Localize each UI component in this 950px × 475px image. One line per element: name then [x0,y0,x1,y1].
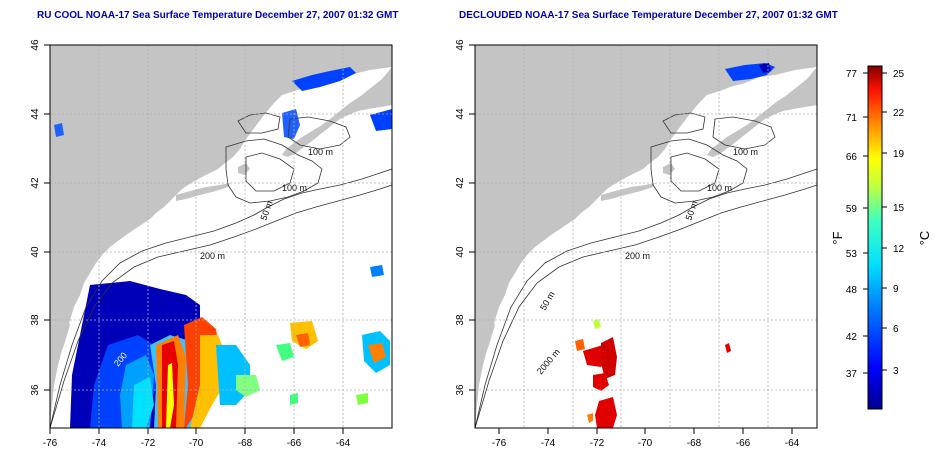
left-y-tick-labels: 46 44 42 40 38 36 [30,39,41,396]
y-tick-label: 40 [30,246,41,258]
y-tick-label: 46 [30,39,41,51]
c-tick-label: 25 [893,69,905,80]
y-tick-label: 42 [455,177,466,189]
x-tick-label: -76 [43,438,58,449]
x-tick-label: -66 [287,438,302,449]
x-tick-label: -72 [141,438,156,449]
colorbar: 77 71 66 59 53 48 42 37 25 22 19 15 12 9… [830,65,932,410]
f-tick-label: 48 [846,285,858,296]
y-tick-label: 36 [30,384,41,396]
x-tick-label: -68 [238,438,253,449]
f-tick-label: 59 [846,204,858,215]
right-y-tick-labels: 46 44 42 40 38 36 [455,39,466,396]
f-tick-label: 42 [846,332,858,343]
y-tick-label: 42 [30,177,41,189]
x-tick-label: -66 [736,438,751,449]
y-tick-label: 36 [455,384,466,396]
colorbar-c-labels: 25 22 19 15 12 9 6 3 [893,69,905,377]
x-tick-label: -70 [638,438,653,449]
left-tick-marks [44,44,344,434]
right-map-frame [474,44,818,429]
contour-label: 200 m [625,251,650,261]
y-tick-label: 38 [455,314,466,326]
y-tick-label: 40 [455,246,466,258]
c-tick-label: 22 [893,108,905,119]
contour-label: 100 m [733,147,758,157]
contour-label: 100 m [707,183,732,193]
f-tick-label: 66 [846,152,858,163]
c-tick-label: 15 [893,203,905,214]
contour-label: 100 m [282,183,307,193]
left-map-frame [49,44,393,429]
c-tick-label: 12 [893,244,905,255]
left-x-tick-labels: -76 -74 -72 -70 -68 -66 -64 [43,438,351,449]
f-tick-label: 77 [846,69,858,80]
f-tick-label: 71 [846,113,858,124]
f-tick-label: 37 [846,369,858,380]
f-tick-label: 53 [846,249,858,260]
right-tick-marks [469,44,793,434]
x-tick-label: -70 [189,438,204,449]
left-map: 100 m 100 m 50 m 200 m 200 -76 -74 -7 [30,39,393,449]
y-tick-label: 38 [30,314,41,326]
contour-label: 100 m [308,147,333,157]
c-tick-label: 3 [893,366,899,377]
colorbar-f-labels: 77 71 66 59 53 48 42 37 [846,69,858,380]
y-tick-label: 46 [455,39,466,51]
x-tick-label: -64 [785,438,800,449]
c-tick-label: 9 [893,284,899,295]
x-tick-label: -74 [541,438,556,449]
y-tick-label: 44 [455,108,466,120]
right-map-title: DECLOUDED NOAA-17 Sea Surface Temperatur… [459,10,838,21]
right-x-tick-labels: -76 -74 -72 -70 -68 -66 -64 [492,438,800,449]
colorbar-c-unit: °C [917,231,932,246]
x-tick-label: -64 [336,438,351,449]
colorbar-f-unit: °F [830,231,845,244]
x-tick-label: -76 [492,438,507,449]
x-tick-label: -72 [590,438,605,449]
x-tick-label: -74 [92,438,107,449]
left-map-title: RU COOL NOAA-17 Sea Surface Temperature … [37,10,399,21]
contour-label: 200 m [200,251,225,261]
x-tick-label: -68 [687,438,702,449]
c-tick-label: 19 [893,149,905,160]
right-map: 100 m 100 m 50 m 200 m 50 m 2000 m -76 -… [455,39,818,449]
colorbar-gradient [867,65,883,410]
c-tick-label: 6 [893,324,899,335]
y-tick-label: 44 [30,108,41,120]
colorbar-ticks [863,72,887,374]
left-sst-field [54,67,392,428]
right-sst-field [575,63,775,428]
